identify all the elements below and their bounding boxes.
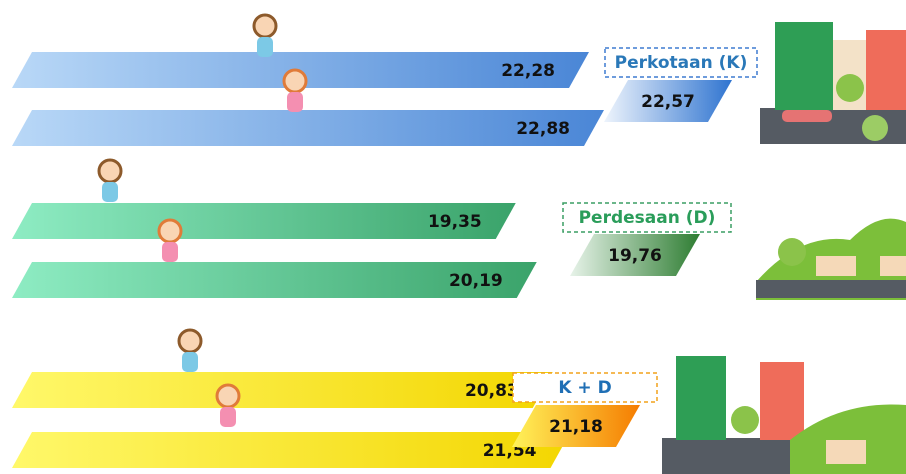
- group-label: K + D: [558, 378, 611, 398]
- bar: [12, 203, 516, 239]
- kid-body: [162, 242, 178, 262]
- kid-head: [215, 383, 241, 409]
- total-label: 22,57: [641, 92, 695, 112]
- total-bar: [604, 80, 732, 122]
- mixed-illustration: [662, 356, 906, 474]
- group-label-box: [512, 372, 658, 403]
- kid-body: [287, 92, 303, 112]
- value-label: 20,19: [449, 271, 503, 291]
- kid-body: [257, 37, 273, 57]
- total-label: 19,76: [608, 246, 662, 266]
- kid-head: [97, 158, 123, 184]
- kid-head: [282, 68, 308, 94]
- group-label: Perdesaan (D): [579, 208, 716, 228]
- kid-head: [252, 13, 278, 39]
- bar: [12, 432, 571, 468]
- kid-body: [102, 182, 118, 202]
- total-label: 21,18: [549, 417, 603, 437]
- village-illustration: [756, 218, 906, 300]
- value-label: 20,83: [465, 381, 519, 401]
- group-label-box: [562, 202, 732, 233]
- group-label-box: [604, 47, 758, 78]
- value-label: 22,28: [501, 61, 555, 81]
- kid-head: [157, 218, 183, 244]
- value-label: 19,35: [428, 212, 482, 232]
- total-bar: [570, 234, 700, 276]
- city-illustration: [760, 22, 906, 144]
- total-bar: [512, 405, 640, 447]
- kid-body: [182, 352, 198, 372]
- group-label: Perkotaan (K): [615, 53, 748, 73]
- bar: [12, 372, 553, 408]
- bar: [12, 110, 604, 146]
- value-label: 22,88: [516, 119, 570, 139]
- kid-head: [177, 328, 203, 354]
- kid-body: [220, 407, 236, 427]
- bar: [12, 262, 537, 298]
